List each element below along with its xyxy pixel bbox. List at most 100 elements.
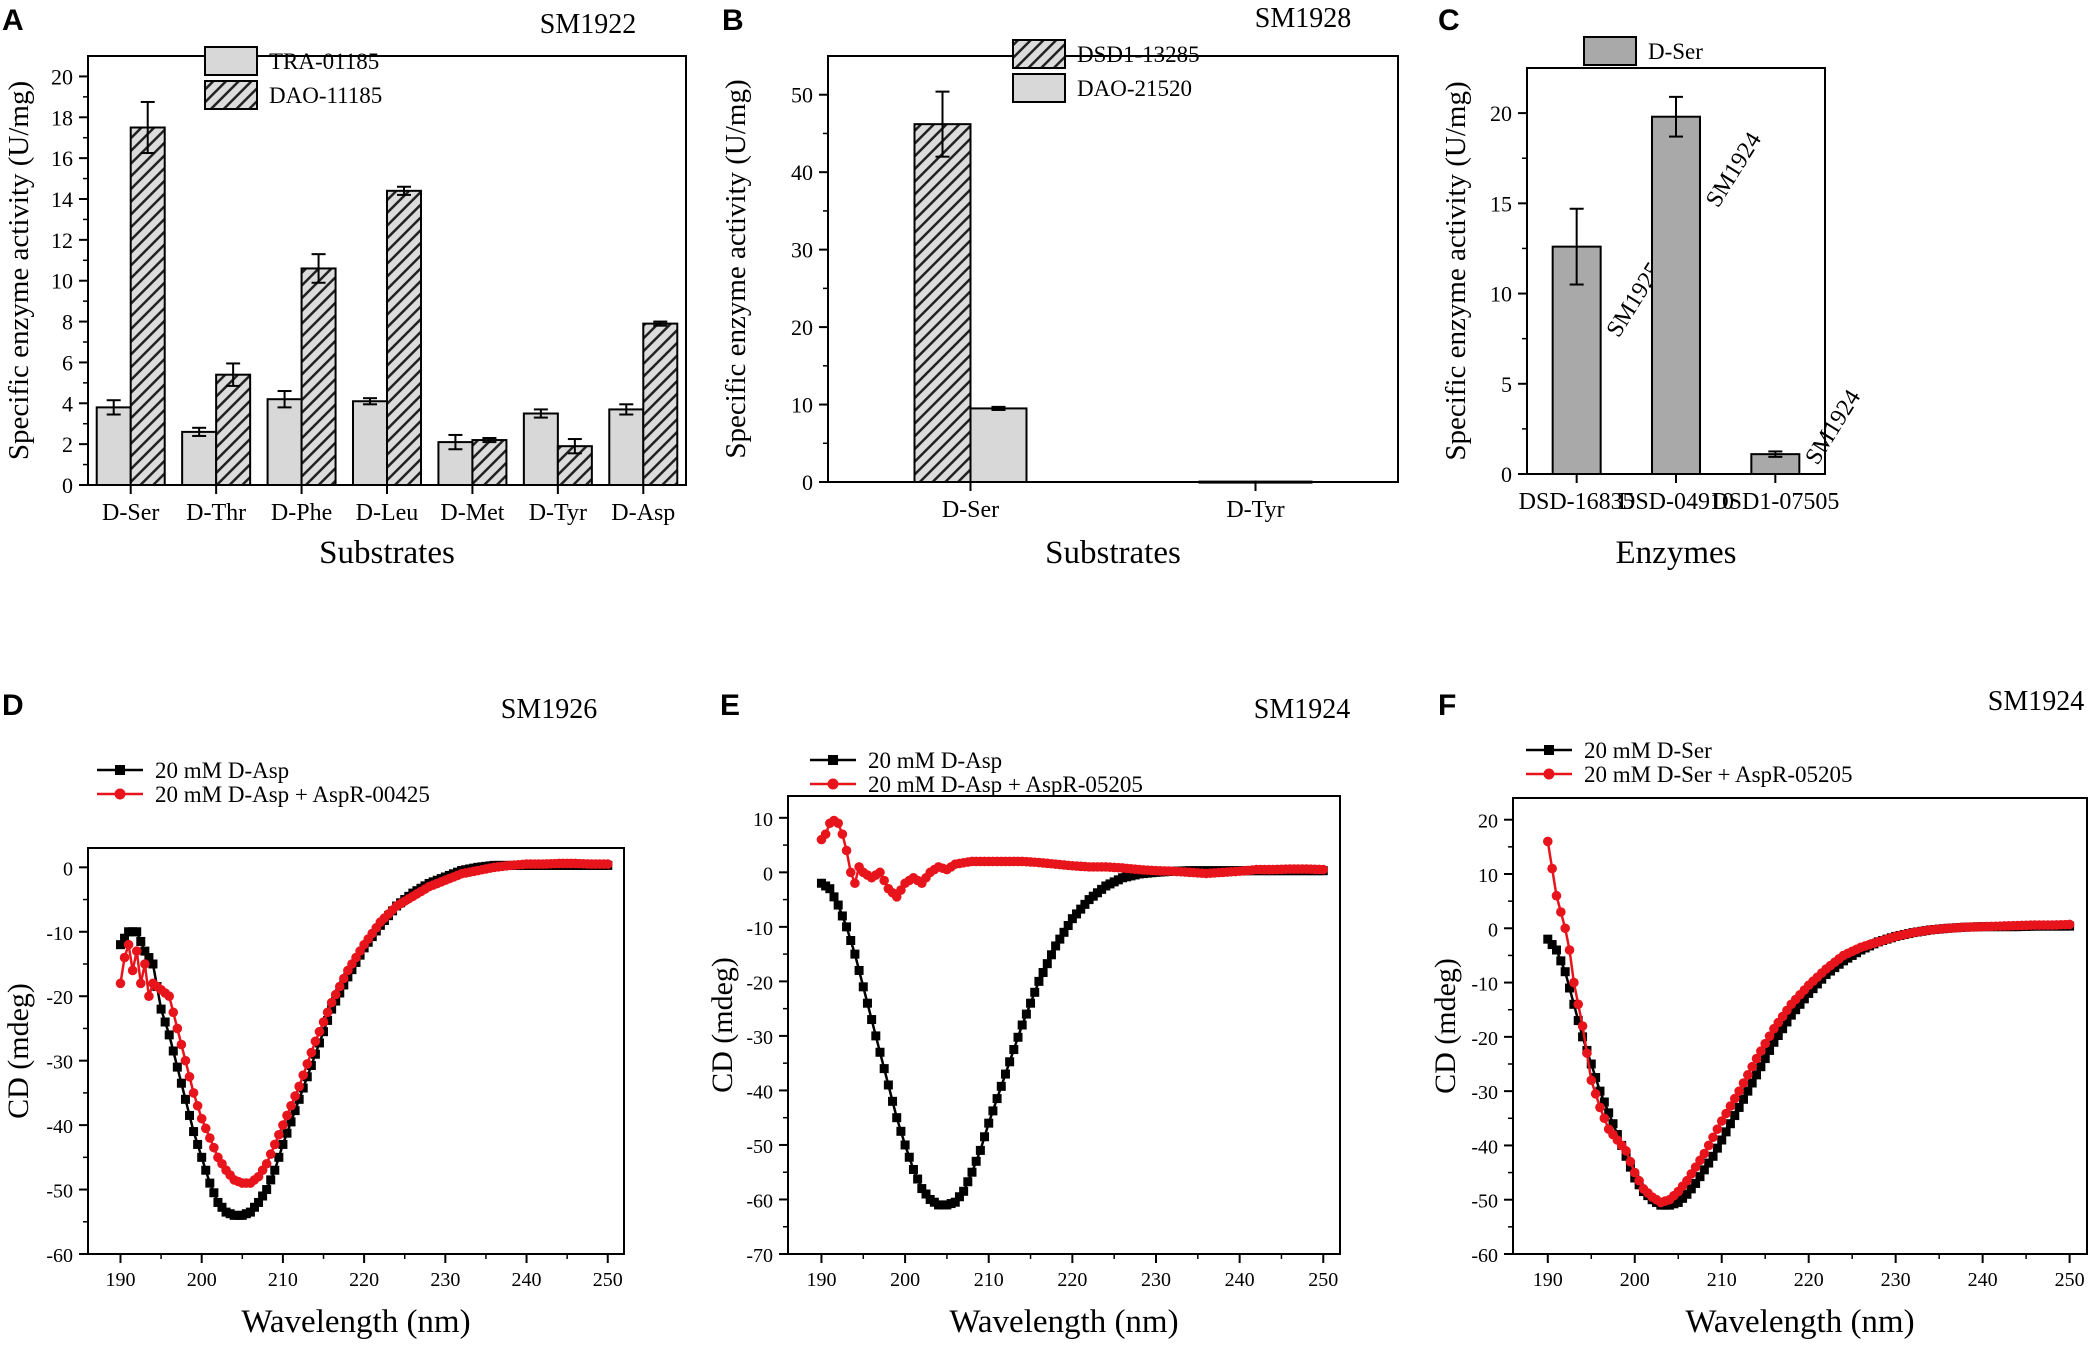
panel-b-ytick-label: 30 xyxy=(791,238,813,263)
panel-b: 0 10 20 30 40 50 B SM1928 Specific enzyme activi… xyxy=(720,3,1399,571)
panel-c-category-label: DSD1-07505 xyxy=(1711,489,1839,515)
panel-a-bar xyxy=(642,322,679,486)
panel-f-point xyxy=(1591,1073,1601,1083)
panel-a-bar xyxy=(352,400,388,486)
panel-f-point xyxy=(1543,934,1553,944)
panel-e-point xyxy=(1038,968,1048,978)
panel-f-legend-label: 20 mM D-Ser xyxy=(1584,738,1712,763)
panel-f-point xyxy=(1734,1086,1744,1096)
panel-d-title: SM1926 xyxy=(501,694,597,725)
panel-e-point xyxy=(963,1177,973,1187)
panel-f-ytick-label: -40 xyxy=(1471,1136,1498,1158)
panel-f-point xyxy=(1547,940,1557,950)
panel-d-point xyxy=(115,940,125,950)
panel-e-point xyxy=(871,1031,881,1041)
panel-d-point xyxy=(245,1207,255,1217)
panel-f-point xyxy=(1778,1024,1788,1034)
panel-f-point xyxy=(1573,999,1584,1010)
panel-f-ytick-label: -50 xyxy=(1471,1191,1498,1213)
panel-e-point xyxy=(1067,914,1077,924)
panel-f-point xyxy=(1625,1162,1635,1172)
panel-f-point xyxy=(1569,977,1579,988)
panel-e: -70 -60 -50 -40 -30 -20 -10 0 10 E SM1924 CD (mdeg)… xyxy=(706,689,1350,1340)
panel-d-point xyxy=(140,959,150,969)
panel-d-point xyxy=(274,1152,284,1162)
panel-b-bar xyxy=(969,407,1028,483)
panel-b-ytick-label: 20 xyxy=(791,315,813,340)
panel-b-xlabel: Substrates xyxy=(1045,535,1181,571)
panel-e-point xyxy=(1009,1045,1019,1055)
panel-f-point xyxy=(1708,1151,1718,1161)
panel-f: -60 -50 -40 -30 -20 -10 0 10 20 F SM1924 CD (mdeg) W… xyxy=(1429,686,2088,1340)
panel-e-point xyxy=(908,1164,918,1174)
panel-f-point xyxy=(1708,1132,1718,1143)
panel-a-legend-label: DAO-11185 xyxy=(269,83,382,108)
panel-f-point xyxy=(1586,1059,1596,1069)
panel-f-point xyxy=(1725,1119,1735,1129)
panel-f-point xyxy=(1686,1184,1696,1194)
panel-e-point xyxy=(971,1156,981,1166)
panel-b-bar xyxy=(913,123,972,483)
panel-a-bar xyxy=(300,267,337,487)
panel-b-ylabel: Specific enzyme activity (U/mg) xyxy=(720,79,752,458)
panel-e-point xyxy=(1013,1032,1023,1042)
panel-f-point xyxy=(1730,1111,1740,1121)
panel-e-point xyxy=(846,935,856,945)
panel-d-point xyxy=(185,1110,195,1120)
panel-f-point xyxy=(1699,1148,1710,1159)
panel-a-ytick-label: 0 xyxy=(62,473,73,498)
panel-e-point xyxy=(988,1106,998,1116)
panel-f-point xyxy=(1804,988,1814,998)
panel-e-ytick-label: -60 xyxy=(746,1190,773,1212)
panel-f-xtick-label: 190 xyxy=(1533,1269,1563,1291)
panel-e-point xyxy=(921,1189,931,1199)
panel-d-point xyxy=(322,1007,333,1018)
panel-e-point xyxy=(837,911,847,921)
panel-f-point xyxy=(1621,1146,1631,1156)
panel-f-point xyxy=(1595,1086,1605,1096)
panel-d-xtick-label: 250 xyxy=(593,1269,623,1291)
panel-a-panel-letter: A xyxy=(2,4,24,37)
panel-f-xlabel: Wavelength (nm) xyxy=(1685,1304,1914,1340)
panel-e-point xyxy=(841,845,852,856)
panel-b-legend-swatch xyxy=(1012,39,1066,69)
panel-d-point xyxy=(290,1091,300,1101)
panel-d-point xyxy=(209,1188,219,1198)
panel-b-legend-label: DAO-21520 xyxy=(1077,76,1192,101)
panel-b-ytick-label: 0 xyxy=(802,470,813,495)
panel-d-ylabel: CD (mdeg) xyxy=(2,983,35,1119)
panel-d-point xyxy=(168,1007,179,1018)
panel-b-legend-swatch xyxy=(1012,73,1066,103)
panel-d-point xyxy=(188,1088,199,1098)
panel-b-panel-letter: B xyxy=(722,4,744,37)
panel-e-title: SM1924 xyxy=(1254,694,1350,725)
panel-b-ytick-label: 40 xyxy=(791,160,813,185)
panel-d-point xyxy=(148,959,158,969)
panel-d-point xyxy=(132,927,142,937)
panel-c: 0 5 10 15 20 C Specific enzyme activity (U/mg)… xyxy=(1438,4,1866,571)
panel-a-category-label: D-Tyr xyxy=(529,500,587,526)
panel-e-point xyxy=(1080,899,1090,909)
panel-f-point xyxy=(1599,1097,1609,1107)
panel-d-point xyxy=(249,1202,259,1212)
panel-d-point xyxy=(266,1175,276,1185)
panel-f-ytick-label: -10 xyxy=(1471,974,1498,996)
panel-d-legend-label: 20 mM D-Asp + AspR-00425 xyxy=(155,782,430,807)
panel-e-ytick-label: -30 xyxy=(746,1027,773,1049)
panel-f-point xyxy=(1565,983,1575,993)
panel-c-ytick-label: 5 xyxy=(1501,372,1512,397)
panel-d-point xyxy=(262,1185,272,1195)
panel-a-ylabel: Specific enzyme activity (U/mg) xyxy=(3,81,35,460)
panel-f-point xyxy=(1751,1053,1762,1064)
panel-d-panel-letter: D xyxy=(2,689,24,722)
panel-d-legend-marker xyxy=(114,788,126,800)
panel-f-point xyxy=(1716,1116,1727,1126)
panel-f-legend-marker xyxy=(1543,768,1555,780)
panel-e-point xyxy=(1030,987,1040,997)
panel-f-point xyxy=(1556,907,1566,917)
panel-d-point xyxy=(201,1165,211,1175)
panel-d-point xyxy=(136,936,146,946)
panel-e-xtick-label: 250 xyxy=(1308,1269,1338,1291)
panel-a-legend-label: TRA-01185 xyxy=(269,49,379,74)
panel-d-point xyxy=(135,978,146,989)
